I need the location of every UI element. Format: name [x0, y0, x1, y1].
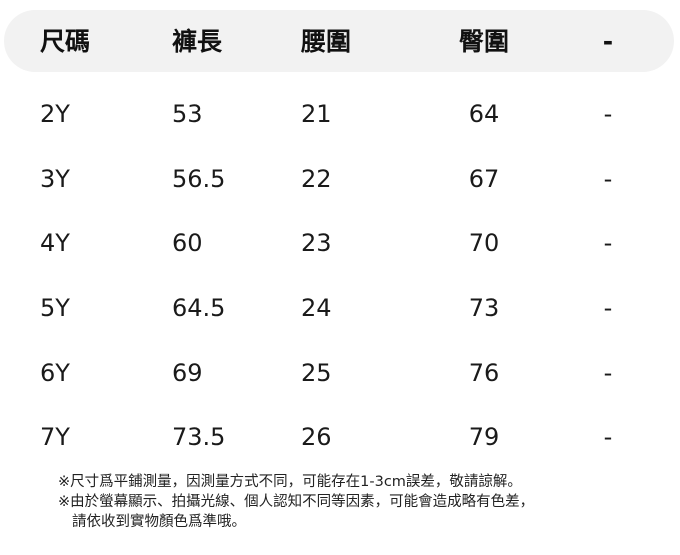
cell-extra: -	[603, 165, 613, 193]
cell-pants-length: 60	[172, 229, 203, 257]
cell-pants-length: 64.5	[172, 294, 226, 322]
header-extra: -	[602, 27, 614, 56]
cell-pants-length: 53	[172, 100, 203, 128]
cell-size: 5Y	[40, 294, 70, 322]
note-color: ※由於螢幕顯示、拍攝光線、個人認知不同等因素，可能會造成略有色差，	[58, 494, 535, 510]
cell-waist: 21	[301, 100, 332, 128]
cell-waist: 22	[301, 165, 332, 193]
cell-extra: -	[603, 100, 613, 128]
cell-waist: 23	[301, 229, 332, 257]
cell-extra: -	[603, 423, 613, 451]
cell-pants-length: 69	[172, 359, 203, 387]
cell-hip: 73	[468, 294, 500, 322]
header-hip: 臀圍	[458, 27, 509, 56]
table-header	[4, 10, 674, 72]
cell-pants-length: 56.5	[172, 165, 226, 193]
cell-size: 3Y	[40, 165, 70, 193]
cell-size: 6Y	[40, 359, 70, 387]
cell-size: 2Y	[40, 100, 70, 128]
cell-hip: 79	[468, 423, 500, 451]
cell-size: 7Y	[40, 423, 70, 451]
cell-extra: -	[603, 229, 613, 257]
cell-hip: 70	[468, 229, 500, 257]
header-size: 尺碼	[40, 27, 91, 56]
cell-hip: 67	[468, 165, 500, 193]
header-pants-length: 褲長	[172, 27, 223, 56]
header-waist: 腰圍	[301, 27, 352, 56]
note-color-cont: 請依收到實物顏色爲準哦。	[72, 514, 246, 530]
note-measurement: ※尺寸爲平鋪測量，因測量方式不同，可能存在1-3cm誤差，敬請諒解。	[58, 474, 522, 490]
cell-extra: -	[603, 359, 613, 387]
cell-pants-length: 73.5	[172, 423, 226, 451]
cell-waist: 25	[301, 359, 332, 387]
cell-waist: 24	[301, 294, 332, 322]
cell-size: 4Y	[40, 229, 70, 257]
cell-waist: 26	[301, 423, 332, 451]
cell-extra: -	[603, 294, 613, 322]
cell-hip: 76	[468, 359, 500, 387]
cell-hip: 64	[468, 100, 500, 128]
